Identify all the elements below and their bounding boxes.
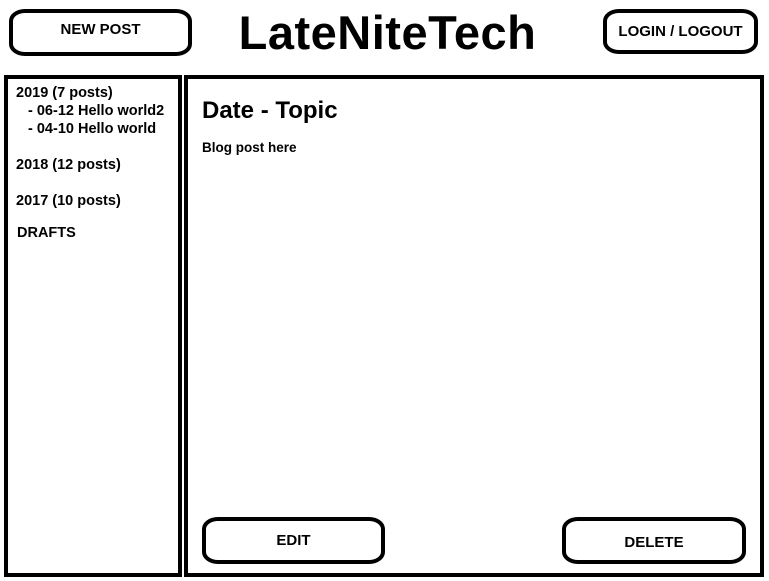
- post-title: Date - Topic: [202, 97, 338, 124]
- site-title: LateNiteTech: [238, 6, 537, 59]
- edit-button[interactable]: EDIT: [202, 517, 385, 564]
- archive-sidebar: 2019 (7 posts) - 06-12 Hello world2 - 04…: [4, 75, 182, 577]
- sidebar-post-hello-world[interactable]: - 04-10 Hello world: [28, 121, 157, 137]
- sidebar-drafts[interactable]: DRAFTS: [17, 225, 76, 241]
- sidebar-year-2018[interactable]: 2018 (12 posts): [16, 157, 121, 173]
- delete-button[interactable]: DELETE: [562, 517, 746, 564]
- post-body: Blog post here: [202, 140, 297, 155]
- post-content-panel: Date - Topic Blog post here: [184, 75, 764, 577]
- new-post-button[interactable]: NEW POST: [9, 9, 192, 56]
- sidebar-year-2017[interactable]: 2017 (10 posts): [16, 193, 121, 209]
- sidebar-post-hello-world2[interactable]: - 06-12 Hello world2: [28, 103, 165, 119]
- login-logout-button[interactable]: LOGIN / LOGOUT: [603, 9, 758, 54]
- sidebar-year-2019[interactable]: 2019 (7 posts): [16, 85, 113, 101]
